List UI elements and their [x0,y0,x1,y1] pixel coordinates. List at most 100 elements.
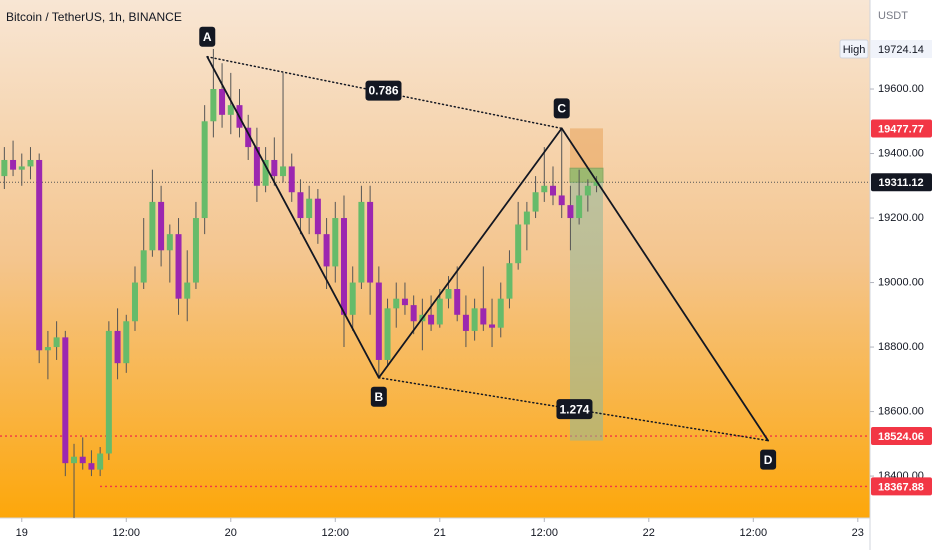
x-tick-label: 12:00 [740,527,768,539]
pattern-point-label: B [374,390,383,404]
candle-body [201,121,208,219]
candle-body [79,456,86,464]
candle-body [340,218,347,315]
candle-body [323,234,330,267]
price-box-label: 19477.77 [878,123,924,135]
candle-body [358,201,365,283]
candle-body [306,198,313,219]
high-label: High [843,44,866,56]
candle-body [227,105,234,115]
candle-body [593,182,600,186]
x-tick-label: 23 [852,527,864,539]
price-box-label: 19311.12 [878,177,923,189]
candle-body [262,159,269,186]
price-box-label: 18367.88 [878,481,924,493]
candle-body [428,314,435,325]
candle-body [27,159,34,167]
y-tick-label: 19600.00 [878,83,924,95]
candle-body [349,282,356,315]
x-tick-label: 12:00 [531,527,559,539]
high-value-box [871,39,932,58]
chart-title: Bitcoin / TetherUS, 1h, BINANCE [6,10,182,24]
candle-body [1,159,8,177]
candle-body [97,453,104,470]
y-tick-label: 19000.00 [878,276,924,288]
pattern-point-label-box [370,386,387,407]
candle-body [550,185,557,196]
candle-body [192,218,199,283]
candle-body [532,192,539,212]
candle-body [497,298,504,328]
pattern-point-label-box [553,98,570,119]
y-tick-label: 19400.00 [878,147,924,159]
ratio-label-box [556,399,593,420]
candle-body [62,337,69,464]
candle-body [332,218,339,267]
candle-body [471,308,478,331]
x-tick-label: 19 [16,527,28,539]
candle-body [131,282,138,322]
candle-body [158,201,165,251]
candle-body [393,298,400,309]
candle-body [462,314,469,331]
candle-body [576,195,583,219]
candle-body [288,166,295,193]
candle-body [567,205,574,219]
y-tick-label: 18800.00 [878,341,924,353]
candle-body [314,198,321,235]
candle-body [436,298,443,325]
x-tick-label: 20 [225,527,237,539]
candle-body [53,337,60,348]
pattern-point-label-box [760,449,777,470]
pattern-point-label-box [199,26,216,47]
candle-body [114,330,121,364]
candle-body [280,166,287,177]
candle-body [523,211,530,225]
price-box [871,477,932,496]
ratio-label-box [365,80,402,101]
time-axis [0,518,870,550]
pattern-leg [206,55,380,379]
pattern-point-label: A [203,30,212,44]
candle-body [149,201,156,251]
candle-body [271,159,278,177]
candle-body [297,192,304,219]
high-label-box [839,39,869,59]
candle-body [375,282,382,360]
candle-body [166,234,173,251]
candle-body [480,308,487,325]
candle-body [541,185,548,193]
position-stop [570,182,603,441]
candle-body [10,159,17,170]
candle-body [36,159,43,351]
candle-body [445,288,452,299]
candle-body [506,263,513,299]
x-tick-label: 21 [434,527,446,539]
candle-body [401,298,408,306]
y-tick-label: 18600.00 [878,405,924,417]
x-tick-label: 12:00 [322,527,350,539]
candle-body [184,282,191,299]
candle-body [140,250,147,283]
candle-body [71,456,78,464]
candle-body [123,321,130,364]
pattern-point-label: C [557,102,566,116]
plot-background [0,0,870,518]
candle-body [410,305,417,322]
pattern-leg [377,127,563,379]
candle-body [245,127,252,148]
x-tick-label: 22 [643,527,655,539]
price-box [871,119,932,138]
high-value: 19724.14 [878,44,924,56]
candle-body [210,89,217,122]
position-entry [569,167,604,183]
y-tick-label: 19200.00 [878,212,924,224]
ratio-label: 1.274 [559,402,589,416]
candle-body [44,347,51,351]
x-tick-label: 12:00 [113,527,141,539]
pattern-point-label: D [764,453,773,467]
candle-body [558,195,565,206]
candle-body [515,224,522,264]
price-axis [870,0,932,550]
